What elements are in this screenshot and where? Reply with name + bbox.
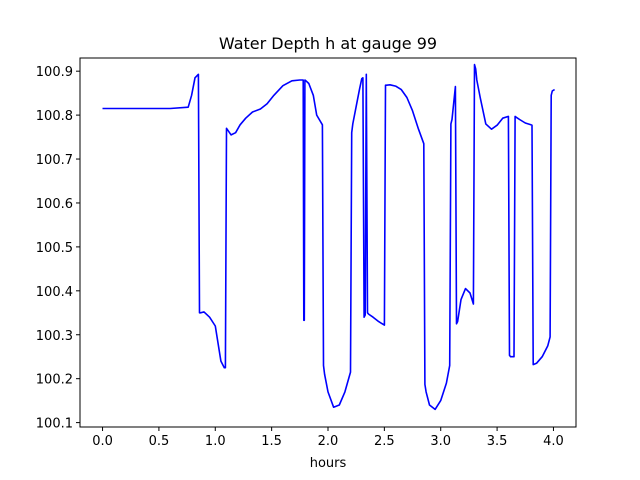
y-tick-label: 100.9: [36, 65, 73, 80]
y-tick-label: 100.5: [36, 241, 73, 256]
x-tick-label: 2.0: [318, 434, 339, 449]
chart-title: Water Depth h at gauge 99: [219, 34, 437, 53]
x-tick-label: 4.0: [543, 434, 564, 449]
x-tick-label: 3.5: [487, 434, 508, 449]
x-tick-label: 0.0: [92, 434, 113, 449]
plot-frame: [79, 57, 577, 428]
x-tick-label: 2.5: [374, 434, 395, 449]
x-tick-label: 3.0: [430, 434, 451, 449]
x-tick-label: 1.0: [205, 434, 226, 449]
y-axis-ticks: 100.1 100.2 100.3 100.4 100.5 100.6 100.7 100.8…: [36, 65, 80, 432]
y-tick-label: 100.3: [36, 329, 73, 344]
y-tick-label: 100.1: [36, 417, 73, 432]
x-tick-label: 0.5: [149, 434, 170, 449]
series-line-0: [102, 63, 555, 411]
x-axis-label: hours: [310, 456, 347, 471]
plot-lines: [102, 63, 555, 411]
y-tick-label: 100.7: [36, 153, 73, 168]
y-tick-label: 100.8: [36, 109, 73, 124]
y-tick-label: 100.4: [36, 285, 73, 300]
x-tick-label: 1.5: [261, 434, 282, 449]
y-tick-label: 100.2: [36, 373, 73, 388]
y-tick-label: 100.6: [36, 197, 73, 212]
x-axis-ticks: 0.0 0.5 1.0 1.5 2.0 2.5 3.0 3.5 4.0: [92, 427, 564, 449]
